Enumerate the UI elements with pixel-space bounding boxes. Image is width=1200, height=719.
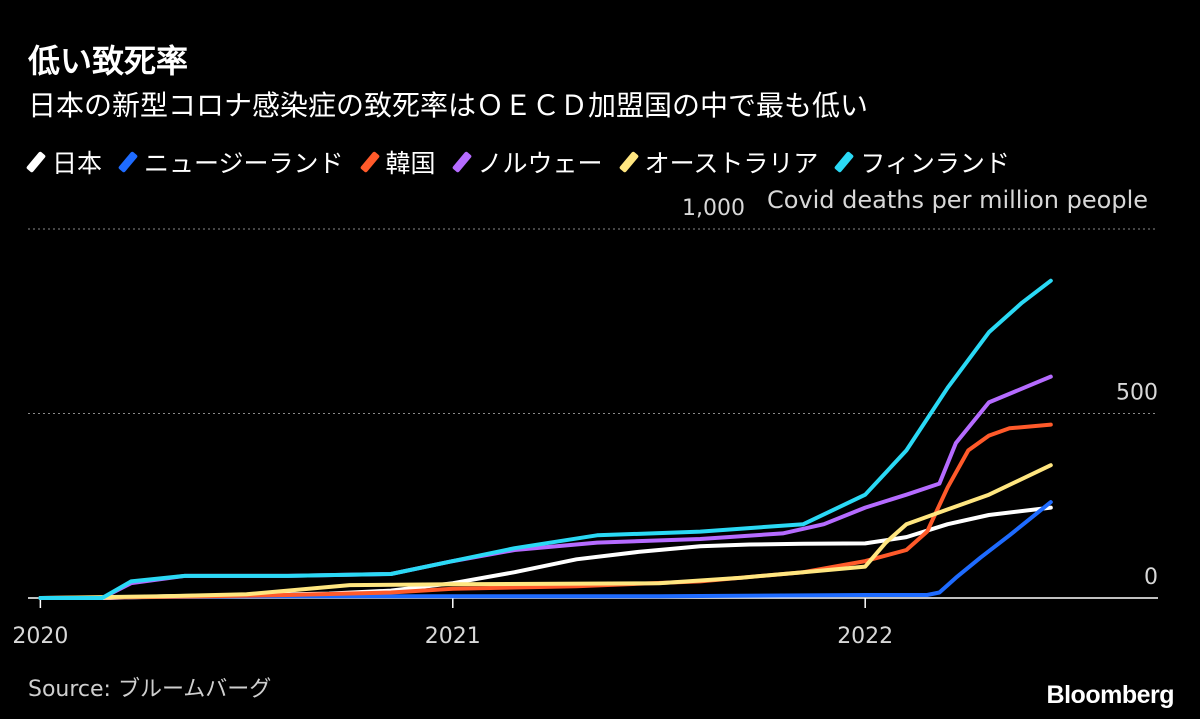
bloomberg-logo: Bloomberg [1046, 681, 1175, 709]
source-note: Source: ブルームバーグ [28, 677, 272, 702]
legend-label-norway: ノルウェー [477, 149, 603, 178]
chart-subtitle: 日本の新型コロナ感染症の致死率はＯＥＣＤ加盟国の中で最も低い [28, 89, 869, 122]
legend-item-australia: オーストラリア [618, 144, 819, 180]
x-tick-label: 2020 [12, 624, 68, 649]
series-line-2 [38, 422, 1053, 600]
y-tick-label: 0 [1144, 565, 1158, 590]
chart-title: 低い致死率 [28, 42, 189, 80]
legend-item-norway: ノルウェー [451, 144, 603, 180]
legend-item-korea: 韓国 [359, 144, 436, 180]
unit-label: Covid deaths per million people [766, 186, 1148, 214]
legend-label-australia: オーストラリア [644, 149, 819, 178]
legend-label-japan: 日本 [52, 149, 103, 178]
legend-item-japan: 日本 [25, 144, 103, 180]
x-tick-label: 2022 [837, 624, 893, 649]
y-tick-label: 500 [1116, 381, 1158, 406]
legend-label-finland: フィンランド [860, 149, 1010, 178]
legend-label-korea: 韓国 [385, 149, 436, 178]
x-axis: 2020 2021 2022 [12, 597, 1158, 649]
x-tick-label: 2021 [425, 624, 481, 649]
legend: 日本 ニュージーランド 韓国 ノルウェー オーストラリア フィンランド [25, 144, 1028, 180]
legend-label-new-zealand: ニュージーランド [144, 149, 344, 178]
grid-lines [28, 228, 1158, 414]
series-line-5 [38, 278, 1053, 600]
y-axis-ticks: 1,000 500 0 [682, 196, 1158, 590]
legend-item-finland: フィンランド [834, 144, 1010, 180]
y-tick-label: 1,000 [682, 196, 745, 221]
series-line-1 [38, 500, 1053, 600]
legend-item-new-zealand: ニュージーランド [117, 144, 344, 180]
series-line-4 [38, 463, 1053, 600]
series-lines [38, 278, 1053, 600]
